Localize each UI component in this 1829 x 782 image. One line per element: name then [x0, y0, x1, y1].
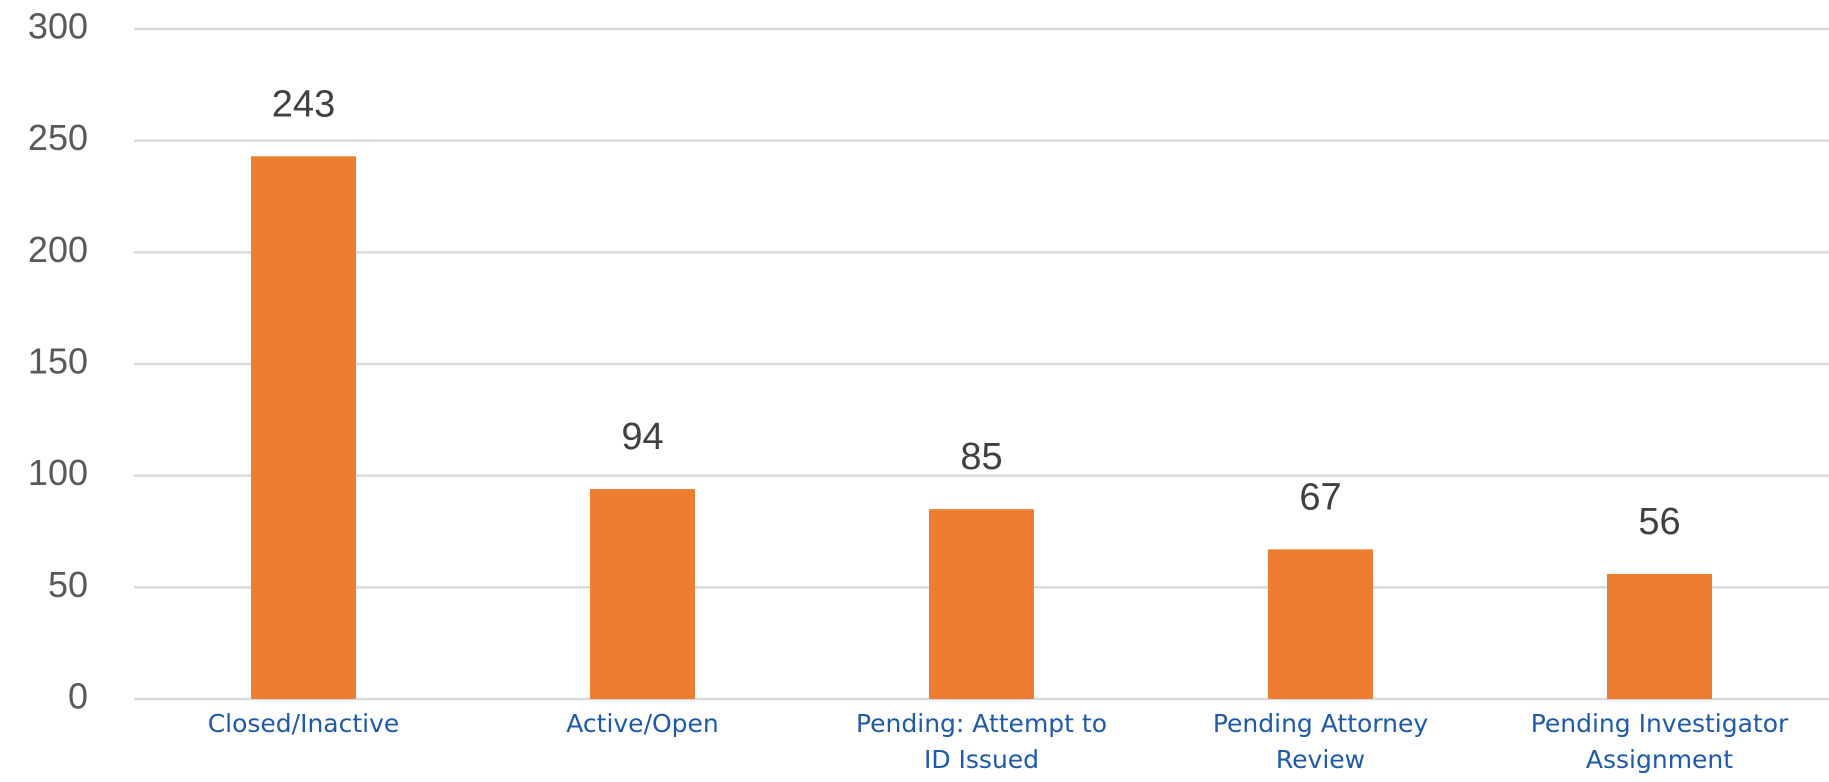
value-label: 67 [1299, 476, 1341, 518]
x-tick-label: Active/Open [566, 709, 719, 738]
value-label: 94 [621, 416, 663, 458]
y-tick-label: 100 [28, 452, 88, 493]
x-tick-label: Pending: Attempt to ID Issued [855, 709, 1108, 774]
bar [590, 489, 695, 699]
x-tick-label: Closed/Inactive [207, 709, 400, 738]
value-label: 85 [960, 436, 1002, 478]
y-tick-label: 0 [68, 676, 88, 717]
y-tick-label: 50 [48, 564, 88, 605]
y-tick-label: 200 [28, 229, 88, 270]
value-label: 243 [272, 83, 335, 125]
y-tick-label: 150 [28, 341, 88, 382]
bar [929, 509, 1034, 699]
bar [1607, 573, 1712, 699]
y-tick-label: 250 [28, 117, 88, 158]
value-label: 56 [1638, 501, 1680, 543]
x-tick-label: Pending Attorney Review [1212, 709, 1429, 774]
bar [1268, 549, 1373, 699]
y-tick-label: 300 [28, 6, 88, 47]
bar [251, 156, 356, 700]
x-tick-label: Pending Investigator Assignment [1530, 709, 1789, 774]
